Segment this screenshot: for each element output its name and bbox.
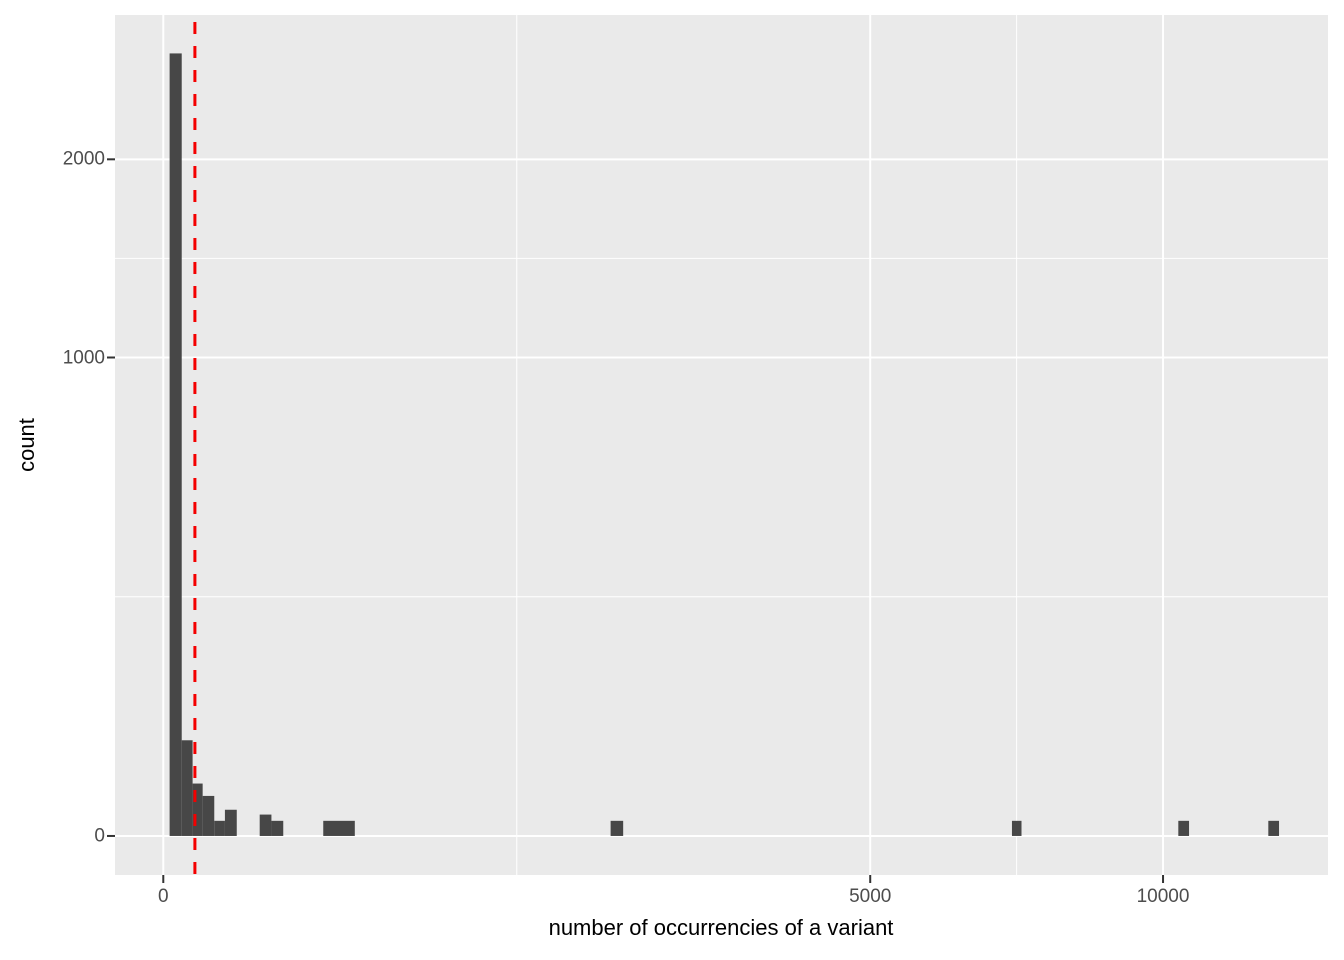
x-axis-title: number of occurrencies of a variant [548,915,894,940]
y-tick-label: 1000 [62,347,105,368]
histogram-bar [214,820,225,836]
x-tick-label: 0 [157,886,169,907]
histogram-bar [323,820,355,836]
histogram-bar [202,795,215,836]
histogram-bar [1011,820,1022,836]
histogram-bar [271,820,284,836]
histogram-bar [610,820,624,836]
histogram-bar [181,740,193,836]
y-tick-label: 2000 [62,148,105,170]
y-tick-label: 0 [94,825,105,847]
x-tick-label: 10000 [1136,886,1190,907]
histogram-bar [1268,820,1280,836]
histogram-bar [192,783,203,836]
y-axis-title: count [14,418,39,472]
panel-background [115,15,1328,875]
histogram-bar [259,814,272,836]
x-tick-label: 5000 [849,886,892,907]
histogram-bar [169,53,182,836]
histogram-bar [1178,820,1190,836]
histogram-bar [224,809,237,836]
